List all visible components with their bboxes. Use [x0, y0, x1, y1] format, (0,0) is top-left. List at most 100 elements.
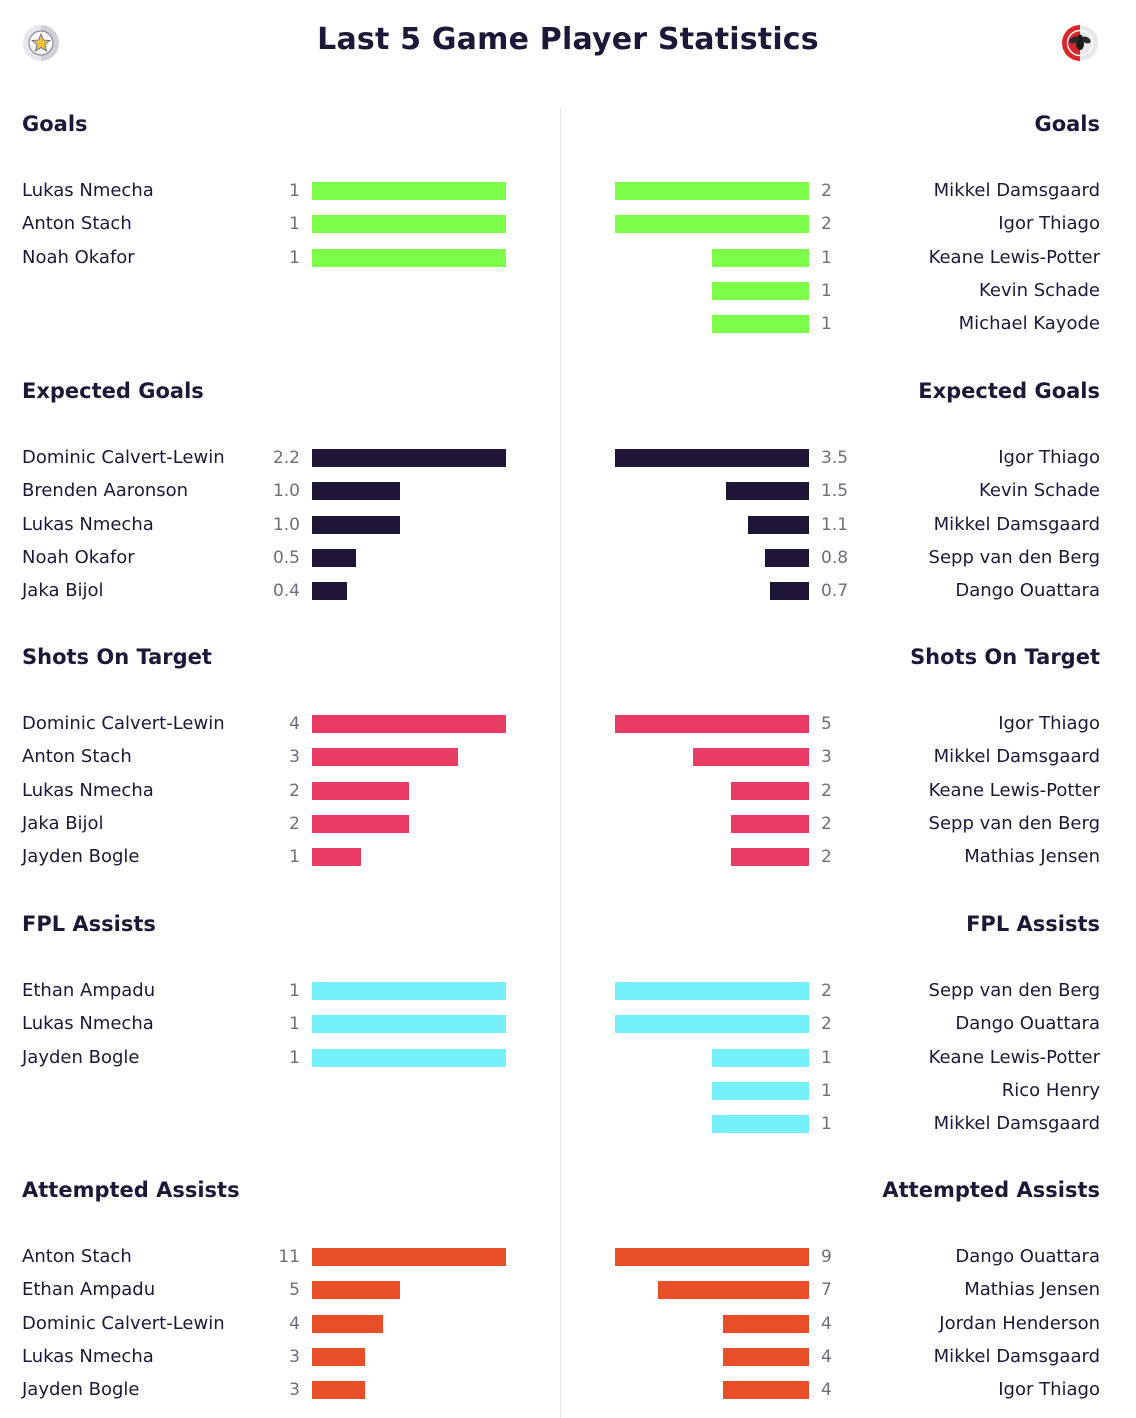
stat-value: 1 — [821, 280, 832, 301]
stat-bar — [312, 814, 409, 833]
stat-bar — [615, 1248, 809, 1266]
player-name: Igor Thiago — [998, 713, 1100, 734]
stat-bar — [312, 182, 506, 200]
stat-value: 1 — [289, 847, 300, 868]
section-title-right: Attempted Assists — [882, 1178, 1100, 1202]
stat-value: 5 — [821, 714, 832, 734]
player-name: Dominic Calvert-Lewin — [22, 447, 225, 468]
player-name: Lukas Nmecha — [22, 779, 154, 801]
player-name: Michael Kayode — [958, 313, 1100, 335]
stat-value: 1 — [289, 181, 300, 201]
stat-bar — [615, 215, 809, 234]
player-name: Anton Stach — [22, 746, 132, 768]
stat-value: 3.5 — [821, 448, 849, 468]
stat-bar — [312, 1248, 506, 1266]
stat-bar — [731, 814, 809, 833]
player-name: Mikkel Damsgaard — [933, 746, 1100, 768]
player-name: Brenden Aaronson — [22, 480, 189, 502]
stat-value: 1 — [289, 1047, 300, 1068]
player-name: Keane Lewis-Potter — [928, 1046, 1100, 1068]
stat-value: 3 — [289, 1346, 300, 1367]
stat-value: 0.8 — [821, 547, 849, 568]
stat-bar — [312, 781, 409, 800]
stat-bar — [712, 315, 809, 334]
player-name: Dominic Calvert-Lewin — [22, 713, 225, 734]
section-title-left: Attempted Assists — [22, 1178, 240, 1202]
stat-bar — [615, 715, 809, 733]
player-name: Ethan Ampadu — [22, 980, 156, 1001]
player-name: Lukas Nmecha — [22, 513, 154, 535]
stat-bar — [312, 1281, 400, 1300]
stat-bar — [312, 1381, 365, 1400]
stat-bar — [312, 482, 400, 501]
stat-value: 3 — [821, 747, 832, 768]
stat-bar — [312, 1048, 506, 1067]
stat-value: 2 — [289, 780, 300, 801]
section-title-right: Expected Goals — [918, 379, 1100, 403]
player-name: Keane Lewis-Potter — [928, 779, 1100, 801]
player-name: Mikkel Damsgaard — [933, 513, 1100, 535]
stat-bar — [615, 982, 809, 1000]
stat-bar — [312, 215, 506, 234]
stat-bar — [312, 515, 400, 534]
player-name: Sepp van den Berg — [928, 812, 1100, 834]
stat-bar — [712, 1081, 809, 1100]
stat-value: 1.1 — [821, 514, 849, 535]
stat-bar — [731, 781, 809, 800]
stat-value: 1 — [821, 1047, 832, 1068]
stat-bar — [615, 449, 809, 467]
player-name: Kevin Schade — [978, 279, 1100, 301]
player-name: Mathias Jensen — [964, 846, 1100, 868]
player-name: Mikkel Damsgaard — [933, 180, 1100, 201]
section-title-left: Expected Goals — [22, 379, 204, 403]
section-title-right: Goals — [1034, 112, 1100, 136]
stat-value: 2 — [821, 1014, 832, 1035]
stat-value: 1 — [821, 247, 832, 268]
stat-value: 2 — [821, 214, 832, 235]
stat-value: 1 — [289, 214, 300, 235]
player-name: Sepp van den Berg — [928, 546, 1100, 568]
section-title-right: Shots On Target — [910, 645, 1100, 669]
stat-value: 2 — [821, 813, 832, 834]
stat-bar — [312, 748, 458, 767]
stat-bar — [723, 1314, 809, 1333]
stat-bar — [312, 1347, 365, 1366]
stat-value: 2 — [289, 813, 300, 834]
stat-bar — [726, 482, 809, 501]
stat-value: 7 — [821, 1280, 832, 1301]
player-name: Noah Okafor — [22, 246, 135, 268]
stat-bar — [693, 748, 809, 767]
stat-bar — [712, 281, 809, 300]
stat-bar — [658, 1281, 809, 1300]
stat-value: 1 — [821, 1114, 832, 1135]
stat-bar — [312, 1015, 506, 1034]
section-title-left: FPL Assists — [22, 912, 156, 936]
stat-value: 4 — [289, 1313, 300, 1334]
player-name: Kevin Schade — [978, 480, 1100, 502]
player-name: Jaka Bijol — [22, 580, 104, 602]
stat-bar — [765, 548, 809, 567]
stat-bar — [312, 248, 506, 267]
player-name: Ethan Ampadu — [22, 1279, 156, 1301]
stat-value: 3 — [289, 747, 300, 768]
player-name: Mathias Jensen — [964, 1279, 1100, 1301]
player-name: Igor Thiago — [998, 213, 1100, 235]
player-name: Igor Thiago — [998, 447, 1100, 468]
player-name: Jordan Henderson — [939, 1312, 1100, 1334]
stat-value: 1 — [821, 1080, 832, 1101]
stat-value: 11 — [278, 1247, 300, 1267]
stat-value: 1.0 — [272, 514, 300, 535]
player-name: Jayden Bogle — [22, 846, 140, 868]
stat-bar — [312, 548, 356, 567]
page-title: Last 5 Game Player Statistics — [317, 22, 819, 57]
stat-bar — [712, 248, 809, 267]
stat-value: 2 — [821, 847, 832, 868]
stat-bar — [615, 1015, 809, 1034]
player-name: Anton Stach — [22, 213, 132, 235]
player-name: Keane Lewis-Potter — [928, 246, 1100, 268]
stat-value: 1 — [821, 314, 832, 335]
player-name: Dango Ouattara — [955, 1013, 1100, 1035]
section-title-left: Shots On Target — [22, 645, 212, 669]
stat-bar — [723, 1347, 809, 1366]
stat-bar — [748, 515, 809, 534]
